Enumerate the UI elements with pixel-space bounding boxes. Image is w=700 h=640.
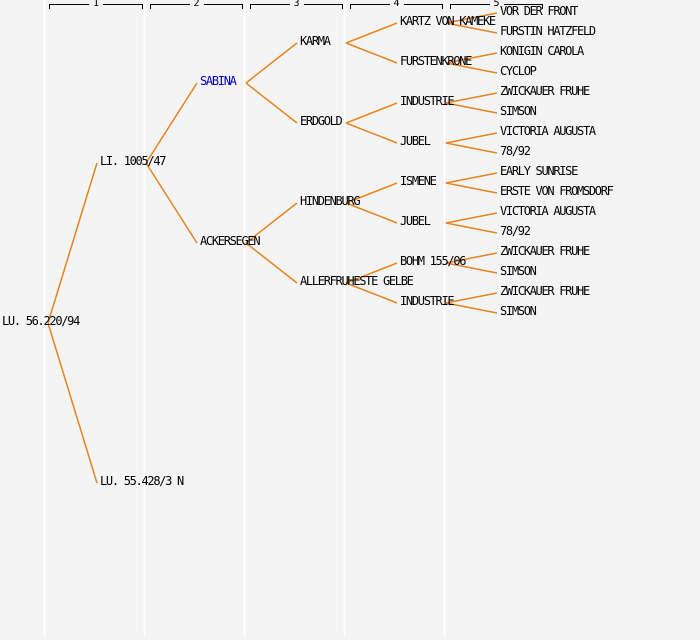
node-label[interactable]: LI. 1005/47	[100, 154, 166, 168]
node-label[interactable]: KARTZ VON KAMEKE	[400, 14, 496, 28]
pedigree-edge-line	[345, 22, 398, 44]
pedigree-edge-line	[47, 322, 98, 484]
pedigree-edge-line	[445, 172, 498, 184]
pedigree-edge-line	[345, 262, 398, 284]
pedigree-edge-line	[445, 22, 498, 34]
pedigree-edge-line	[345, 122, 398, 144]
pedigree-edge-line	[245, 202, 298, 244]
pedigree-edge-line	[345, 42, 398, 64]
generation-bracket-2: 2	[150, 0, 243, 10]
pedigree-edge-line	[445, 292, 498, 304]
generation-bracket-1: 1	[49, 0, 143, 10]
generation-number: 2	[189, 0, 204, 10]
node-label[interactable]: VICTORIA AUGUSTA	[500, 204, 596, 218]
pedigree-edge-line	[145, 82, 198, 164]
node-label[interactable]: ISMENE	[400, 174, 437, 188]
node-label[interactable]: BOHM 155/06	[400, 254, 466, 268]
node-label[interactable]: ERSTE VON FROMSDORF	[500, 184, 614, 198]
node-label[interactable]: ACKERSEGEN	[200, 234, 261, 248]
pedigree-edge-line	[445, 222, 498, 234]
node-label[interactable]: ZWICKAUER FRUHE	[500, 284, 590, 298]
node-label[interactable]: EARLY SUNRISE	[500, 164, 578, 178]
pedigree-edge-line	[245, 242, 298, 284]
pedigree-edge-line	[345, 202, 398, 224]
node-label[interactable]: CYCLOP	[500, 64, 537, 78]
generation-number: 4	[389, 0, 404, 10]
node-label[interactable]: SIMSON	[500, 104, 537, 118]
pedigree-edge-line	[445, 142, 498, 154]
node-label[interactable]: JUBEL	[400, 214, 431, 228]
pedigree-edge-line	[445, 132, 498, 144]
generation-number: 1	[88, 0, 104, 10]
pedigree-edge-line	[245, 42, 298, 84]
pedigree-edge-line	[345, 182, 398, 204]
node-label[interactable]: VOR DER FRONT	[500, 4, 578, 18]
node-label[interactable]: JUBEL	[400, 134, 431, 148]
pedigree-edge-line	[445, 62, 498, 74]
pedigree-edge-line	[445, 12, 498, 24]
node-label[interactable]: SABINA	[200, 74, 237, 88]
node-label[interactable]: LU. 55.428/3 N	[100, 474, 184, 488]
node-label[interactable]: ERDGOLD	[300, 114, 343, 128]
node-label[interactable]: 78/92	[500, 144, 531, 158]
node-label[interactable]: ZWICKAUER FRUHE	[500, 84, 590, 98]
generation-bracket-4: 4	[350, 0, 443, 10]
node-label[interactable]: SIMSON	[500, 264, 537, 278]
pedigree-edge-line	[445, 182, 498, 194]
node-label[interactable]: KARMA	[300, 34, 331, 48]
pedigree-edge-line	[445, 252, 498, 264]
node-label[interactable]: ZWICKAUER FRUHE	[500, 244, 590, 258]
node-label[interactable]: 78/92	[500, 224, 531, 238]
node-label[interactable]: INDUSTRIE	[400, 94, 455, 108]
pedigree-edge-line	[145, 162, 198, 244]
pedigree-edge-line	[445, 212, 498, 224]
generation-number: 3	[289, 0, 304, 10]
node-label[interactable]: FURSTENKRONE	[400, 54, 472, 68]
node-label[interactable]: KONIGIN CAROLA	[500, 44, 584, 58]
node-label[interactable]: INDUSTRIE	[400, 294, 455, 308]
pedigree-edge-line	[47, 162, 98, 324]
generation-bracket-5: 5	[450, 0, 543, 10]
node-label[interactable]: SIMSON	[500, 304, 537, 318]
pedigree-edge-line	[445, 92, 498, 104]
pedigree-edge-line	[445, 102, 498, 114]
node-label[interactable]: LU. 56.220/94	[2, 314, 80, 328]
pedigree-edge-line	[445, 302, 498, 314]
pedigree-edge-line	[345, 102, 398, 124]
node-label[interactable]: HINDENBURG	[300, 194, 361, 208]
pedigree-edge-line	[445, 262, 498, 274]
node-label[interactable]: ALLERFRUHESTE GELBE	[300, 274, 414, 288]
pedigree-edge-line	[445, 52, 498, 64]
node-label[interactable]: VICTORIA AUGUSTA	[500, 124, 596, 138]
pedigree-edge-line	[345, 282, 398, 304]
generation-number: 5	[489, 0, 504, 10]
pedigree-edge-line	[245, 82, 298, 124]
generation-bracket-3: 3	[250, 0, 343, 10]
node-label[interactable]: FURSTIN HATZFELD	[500, 24, 596, 38]
